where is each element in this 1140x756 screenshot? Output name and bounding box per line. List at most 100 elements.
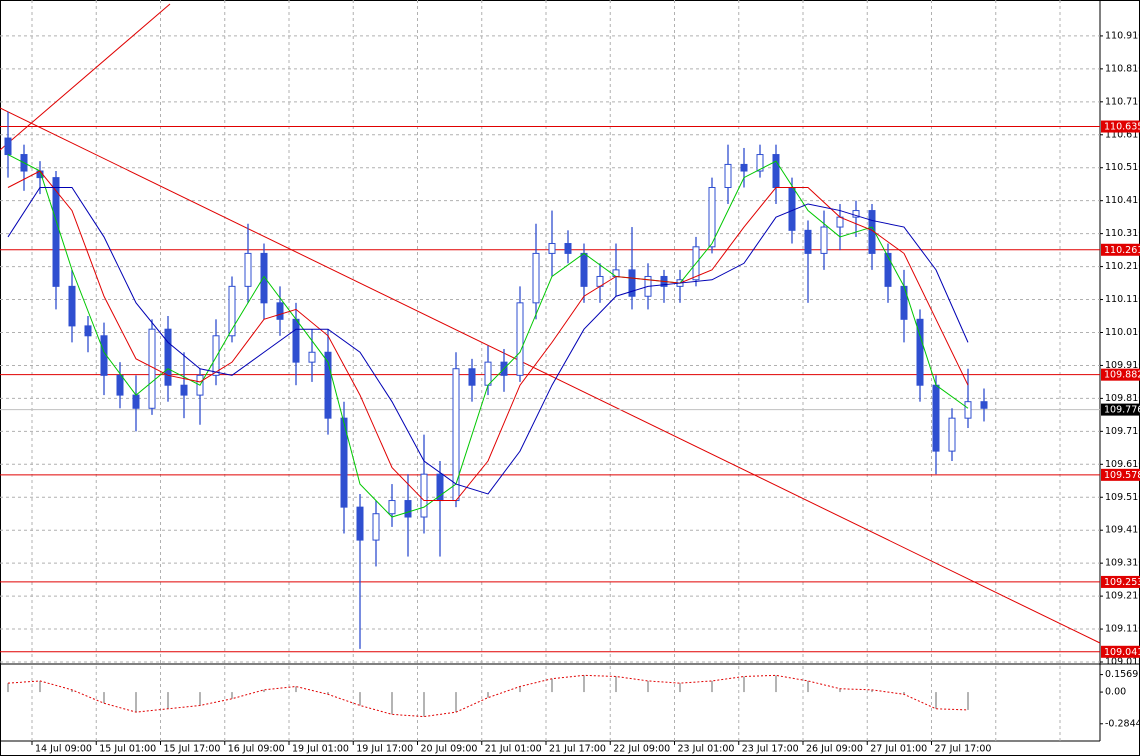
osc-bar (135, 692, 137, 713)
osc-bar (359, 692, 361, 706)
candle-body (180, 384, 188, 396)
osc-y-tick-label: -0.2844 (1105, 718, 1140, 729)
osc-bar (263, 689, 265, 693)
candle-body (132, 394, 140, 409)
y-tick-label: 109.710 (1105, 426, 1140, 437)
osc-bar (967, 692, 969, 710)
moving-average (7, 154, 969, 518)
candle-body (852, 210, 860, 218)
level-label-box (1101, 243, 1140, 256)
moving-average (7, 170, 969, 502)
y-tick-label: 110.410 (1105, 195, 1140, 206)
x-tick-label: 16 Jul 09:00 (228, 744, 285, 755)
candle-body (884, 252, 892, 287)
osc-bar (71, 689, 73, 693)
candle-body (372, 513, 380, 541)
x-tick-label: 19 Jul 01:00 (292, 744, 349, 755)
y-tick-label: 109.610 (1105, 459, 1140, 470)
candle-body (804, 229, 812, 254)
candle-body (260, 252, 268, 304)
level-label-box (1101, 468, 1140, 481)
candle-body (308, 351, 316, 363)
candle-body (84, 325, 92, 337)
candle-body (468, 368, 476, 386)
osc-bar (935, 692, 937, 709)
osc-bar (423, 692, 425, 717)
level-label: 110.261 (1104, 245, 1140, 256)
osc-line (7, 674, 969, 718)
y-tick-label: 110.110 (1105, 294, 1140, 305)
y-tick-label: 109.810 (1105, 393, 1140, 404)
osc-bar (391, 692, 393, 715)
y-tick-label: 109.910 (1105, 360, 1140, 371)
y-tick-label: 109.510 (1105, 492, 1140, 503)
candle-body (532, 252, 540, 304)
level-label: 109.041 (1104, 647, 1140, 658)
level-label-box (1101, 368, 1140, 381)
osc-bar (455, 692, 457, 713)
candle-body (420, 473, 428, 518)
y-tick-label: 109.310 (1105, 558, 1140, 569)
trend-line (0, 3, 171, 151)
x-tick-label: 14 Jul 09:00 (35, 744, 92, 755)
candle-body (324, 351, 332, 419)
candle-body (756, 154, 764, 172)
y-tick-label: 110.810 (1105, 63, 1140, 74)
osc-bar (743, 676, 745, 693)
candle-body (788, 186, 796, 231)
level-label: 109.882 (1104, 370, 1140, 381)
level-label-box (1101, 645, 1140, 658)
candle-body (580, 252, 588, 287)
osc-bar (807, 680, 809, 693)
osc-bar (327, 692, 329, 695)
x-tick-label: 22 Jul 09:00 (613, 744, 670, 755)
x-tick-label: 27 Jul 17:00 (935, 744, 992, 755)
candle-body (228, 285, 236, 337)
candle-body (548, 243, 556, 254)
osc-bar (551, 678, 553, 693)
candle-body (148, 328, 156, 409)
candle-body (516, 302, 524, 376)
y-tick-label: 110.210 (1105, 261, 1140, 272)
level-label: 110.635 (1104, 122, 1140, 133)
trend-line (0, 107, 1101, 644)
x-tick-label: 20 Jul 09:00 (421, 744, 478, 755)
candle-body (836, 216, 844, 228)
y-tick-label: 110.510 (1105, 162, 1140, 173)
x-tick-label: 27 Jul 01:00 (870, 744, 927, 755)
level-label-box (1101, 575, 1140, 588)
osc-bar (231, 692, 233, 699)
candle-body (628, 269, 636, 297)
osc-bar (679, 683, 681, 693)
candle-body (708, 186, 716, 248)
candle-body (740, 163, 748, 172)
candle-body (964, 401, 972, 419)
y-tick-label: 109.110 (1105, 624, 1140, 635)
candle-body (388, 500, 396, 515)
osc-bar (775, 675, 777, 693)
osc-bar (39, 680, 41, 693)
candle-body (484, 361, 492, 386)
osc-bar (583, 675, 585, 693)
candle-body (564, 243, 572, 254)
x-tick-label: 21 Jul 01:00 (485, 744, 542, 755)
osc-bar (839, 688, 841, 693)
y-tick-label: 110.310 (1105, 228, 1140, 239)
osc-y-tick-label: 0.1569 (1105, 669, 1138, 680)
candle-body (116, 374, 124, 396)
x-tick-label: 26 Jul 09:00 (806, 744, 863, 755)
x-tick-label: 21 Jul 17:00 (549, 744, 606, 755)
osc-bar (519, 686, 521, 693)
osc-bar (199, 692, 201, 706)
candle-body (772, 154, 780, 188)
osc-bar (711, 680, 713, 693)
candle-body (52, 177, 60, 287)
osc-bar (647, 680, 649, 693)
candle-body (276, 302, 284, 320)
x-tick-label: 19 Jul 17:00 (356, 744, 413, 755)
osc-bar (871, 689, 873, 693)
x-tick-label: 15 Jul 01:00 (99, 744, 156, 755)
candle-body (244, 252, 252, 287)
level-label-box (1101, 120, 1140, 133)
osc-bar (615, 676, 617, 693)
